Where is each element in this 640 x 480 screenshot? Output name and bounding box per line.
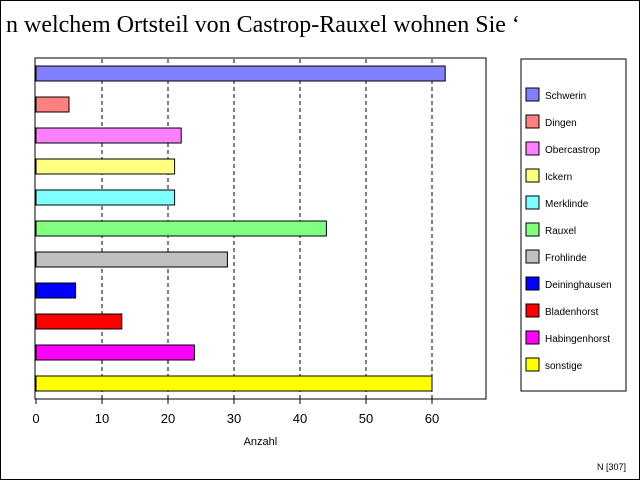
legend-label: Bladenhorst xyxy=(545,307,599,318)
x-tick-label: 10 xyxy=(95,411,109,426)
bar-habingenhorst xyxy=(35,344,195,361)
x-axis-label: Anzahl xyxy=(244,436,278,448)
bar-rauxel xyxy=(35,220,327,237)
x-tick-label: 20 xyxy=(161,411,175,426)
bar-schwerin xyxy=(35,65,446,82)
legend-swatch xyxy=(525,141,540,156)
bar-frohlinde xyxy=(35,251,228,268)
x-tick-label: 30 xyxy=(227,411,241,426)
legend-label: sonstige xyxy=(545,361,583,372)
bar-dingen xyxy=(35,96,70,113)
bar-bladenhorst xyxy=(35,313,123,330)
x-tick-label: 0 xyxy=(32,411,39,426)
legend-swatch xyxy=(525,249,540,264)
legend-swatch xyxy=(525,330,540,345)
legend-label: Habingenhorst xyxy=(545,334,610,345)
legend-label: Ickern xyxy=(545,172,572,183)
sample-size-note: N [307] xyxy=(596,462,626,472)
bar-ickern xyxy=(35,158,176,175)
legend-label: Frohlinde xyxy=(545,253,587,264)
legend-swatch xyxy=(525,276,540,291)
legend-label: Dingen xyxy=(545,118,577,129)
legend-label: Deininghausen xyxy=(545,280,612,291)
x-tick-label: 40 xyxy=(293,411,307,426)
legend-swatch xyxy=(525,357,540,372)
legend-label: Schwerin xyxy=(545,91,586,102)
bar-obercastrop xyxy=(35,127,182,144)
legend-swatch xyxy=(525,168,540,183)
bar-sonstige xyxy=(35,375,433,392)
chart-title: n welchem Ortsteil von Castrop-Rauxel wo… xyxy=(6,12,520,38)
legend-label: Rauxel xyxy=(545,226,576,237)
x-tick-label: 50 xyxy=(359,411,373,426)
legend-swatch xyxy=(525,303,540,318)
legend-label: Obercastrop xyxy=(545,145,600,156)
bar-deininghausen xyxy=(35,282,77,299)
x-tick-label: 60 xyxy=(425,411,439,426)
legend-swatch xyxy=(525,195,540,210)
legend-label: Merklinde xyxy=(545,199,589,210)
legend-swatch xyxy=(525,222,540,237)
legend-swatch xyxy=(525,87,540,102)
bar-merklinde xyxy=(35,189,176,206)
legend-swatch xyxy=(525,114,540,129)
